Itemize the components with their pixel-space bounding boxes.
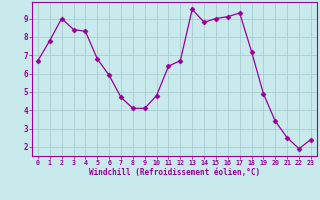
X-axis label: Windchill (Refroidissement éolien,°C): Windchill (Refroidissement éolien,°C)	[89, 168, 260, 177]
